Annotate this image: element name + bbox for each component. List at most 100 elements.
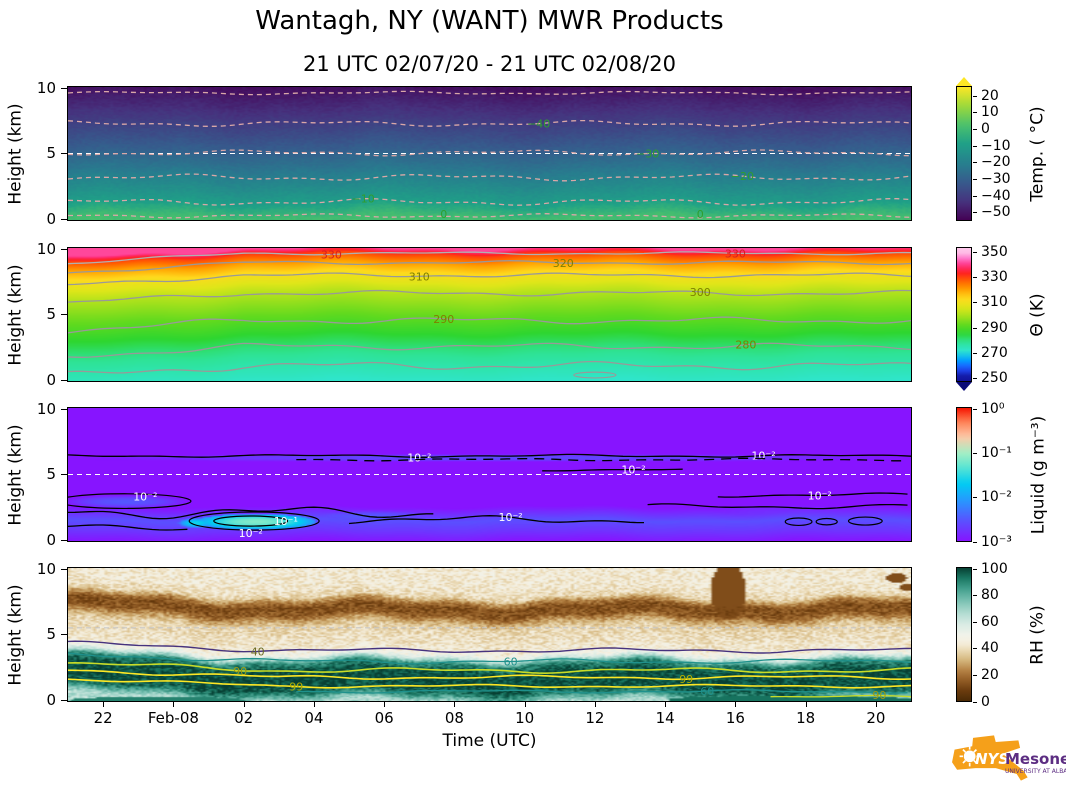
y-tick-mark (61, 379, 67, 381)
contour-label: 90 (872, 689, 886, 701)
y-tick-label: 10 (36, 78, 56, 97)
contour-line-10⁻² (68, 453, 911, 458)
temperature-colorbar-gradient (956, 86, 972, 221)
colorbar-tick-label: 10 (981, 104, 999, 121)
y-tick-mark (61, 699, 67, 701)
contour-label: 330 (725, 248, 746, 260)
contour-line-320 (68, 260, 911, 274)
colorbar-tick-label: 0 (981, 693, 990, 710)
x-tick-mark (665, 702, 667, 707)
contour-line-300 (68, 289, 911, 303)
y-axis-rh: 10 5 0 (0, 560, 67, 709)
theta-colorbar-gradient (956, 247, 972, 382)
figure-subtitle: 21 UTC 02/07/20 - 21 UTC 02/08/20 (303, 52, 676, 76)
theta-colorbar: 350 330 310 290 270 250 (956, 238, 1026, 391)
colorbar-tick-mark (973, 621, 977, 623)
contour-label: 10⁻² (407, 451, 431, 464)
closed-contour (188, 511, 320, 531)
contour-label: −30 (636, 148, 659, 161)
x-tick-mark (243, 702, 245, 707)
ny-state-icon (952, 735, 1028, 781)
panel-temperature: Height (km) 10 5 0 −40 −30 −20 −10 0 0 20 10 0 −10… (0, 77, 1066, 228)
y-tick-label: 0 (46, 209, 56, 228)
temperature-colorbar-label: Temp. ( °C) (1028, 105, 1048, 202)
contour-line-−50 (68, 90, 911, 96)
liquid-colorbar-label: Liquid (g m⁻³) (1028, 415, 1048, 534)
y-tick-mark (61, 314, 67, 315)
contour-line-unlabeled (68, 506, 434, 520)
x-tick-label: 16 (725, 709, 745, 727)
closed-contour (213, 515, 289, 527)
colorbar-tick-mark (973, 195, 977, 197)
colorbar-arrow-top (956, 77, 972, 86)
y-tick-mark (61, 248, 67, 250)
contour-label: 280 (735, 339, 756, 352)
contour-line-unlabeled (647, 503, 908, 510)
colorbar-tick-label: 290 (981, 319, 1008, 336)
x-tick-label: 20 (866, 709, 886, 727)
theta-colorbar-label-wrap: Θ (K) (1014, 247, 1062, 382)
contour-label: 300 (690, 286, 711, 299)
x-tick-mark (384, 702, 386, 707)
x-tick-label: 12 (585, 709, 605, 727)
y-axis-temperature: 10 5 0 (0, 79, 67, 228)
colorbar-tick-mark (973, 252, 977, 254)
y-tick-label: 10 (36, 239, 56, 258)
contour-label: −20 (731, 170, 754, 183)
colorbar-tick-mark (973, 145, 977, 147)
closed-contour (847, 516, 883, 526)
rh-colorbar-label-wrap: RH (%) (1014, 567, 1062, 702)
colorbar-tick-label: 20 (981, 666, 999, 683)
contour-line-−20 (68, 173, 911, 182)
colorbar-tick-mark (973, 352, 977, 354)
colorbar-tick-mark (973, 178, 977, 180)
y-tick-mark (61, 153, 67, 154)
liquid-colorbar-gradient (956, 407, 972, 542)
contour-line-310 (68, 272, 911, 286)
colorbar-arrow-top (956, 238, 972, 247)
colorbar-tick-label: 310 (981, 294, 1008, 311)
colorbar-tick-mark (973, 408, 977, 410)
colorbar-tick-label: 0 (981, 121, 990, 138)
colorbar-arrow-bottom (956, 382, 972, 391)
colorbar-tick-label: 60 (981, 613, 999, 630)
colorbar-tick-mark (973, 701, 977, 703)
contour-line-275 (68, 360, 911, 374)
theta-heatmap-canvas (68, 248, 911, 381)
x-tick-label: Feb-08 (147, 709, 199, 727)
theta-colorbar-label: Θ (K) (1027, 292, 1048, 337)
y-tick-mark (61, 218, 67, 220)
rh-heatmap-canvas (68, 568, 911, 701)
theta-heatmap: 280 290 300 310 320 330 330 (67, 247, 912, 382)
liquid-contours: 10⁻² 10⁻² 10⁻² 10⁻² 10⁻² 10⁻² 10⁻¹ 10⁻² (68, 450, 911, 540)
x-tick-label: 10 (515, 709, 535, 727)
colorbar-tick-label: −40 (981, 187, 1011, 204)
contour-label: 60 (504, 656, 518, 669)
temperature-heatmap: −40 −30 −20 −10 0 0 (67, 86, 912, 221)
contour-line-10⁻² (348, 515, 644, 525)
contour-label: 10⁻² (808, 489, 832, 502)
x-tick-mark (173, 702, 175, 707)
contour-line-90 (770, 694, 911, 698)
y-tick-label: 5 (46, 465, 56, 483)
contour-line-99 (68, 669, 911, 681)
contour-line-−40 (68, 119, 911, 127)
x-tick-mark (454, 702, 456, 707)
contour-line-280 (68, 342, 911, 358)
contour-label: 0 (440, 208, 447, 220)
y-tick-mark (61, 634, 67, 635)
rh-colorbar: 100 80 60 40 20 0 (956, 561, 1026, 710)
colorbar-tick-label: 10⁻³ (981, 533, 1012, 550)
contour-line-−10 (68, 198, 911, 206)
liquid-colorbar-label-wrap: Liquid (g m⁻³) (1014, 407, 1062, 542)
contour-line-40 (68, 640, 911, 654)
figure-title: Wantagh, NY (WANT) MWR Products (255, 6, 724, 36)
colorbar-tick-mark (973, 452, 977, 454)
x-tick-mark (594, 702, 596, 707)
colorbar-tick-label: 40 (981, 640, 999, 657)
colorbar-tick-mark (973, 377, 977, 379)
contour-line-60 (296, 689, 908, 694)
x-tick-label: 22 (93, 709, 113, 727)
colorbar-tick-label: 250 (981, 369, 1008, 386)
